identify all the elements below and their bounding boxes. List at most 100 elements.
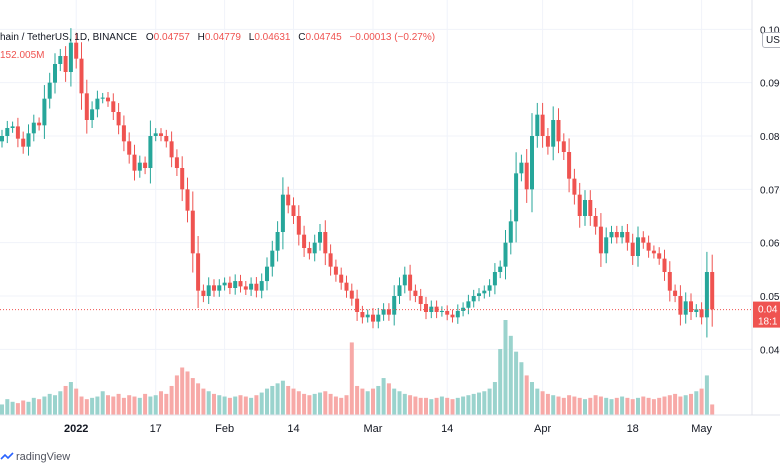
candle-body (482, 290, 487, 294)
candle-body (349, 290, 354, 299)
volume-bar (445, 397, 450, 415)
volume-bar (641, 396, 646, 415)
volume-bar (121, 397, 126, 415)
volume-bar (15, 403, 20, 415)
currency-button[interactable]: USD (762, 32, 780, 48)
candle-body (164, 136, 169, 142)
volume-bar (689, 393, 693, 415)
time-axis[interactable]: 2022 17 Feb 14 Mar 14 Apr 18 May (64, 423, 713, 435)
candle-body (630, 242, 635, 256)
volume-bar (307, 395, 312, 415)
candle-body (535, 114, 540, 136)
candle-body (190, 210, 195, 254)
volume-bar (21, 400, 26, 415)
candle-body (132, 154, 137, 171)
candle-body (503, 242, 508, 267)
candle-body (371, 314, 375, 322)
volume-bar (694, 391, 699, 415)
candle-body (47, 82, 52, 99)
volume-bar (5, 399, 10, 415)
time-tick-label: 14 (441, 423, 453, 435)
volume-bar (540, 391, 545, 415)
volume-bar (227, 397, 232, 415)
candle-body (116, 112, 121, 126)
candle-body (402, 274, 407, 286)
volume-bar (280, 380, 285, 415)
volume-bar (339, 397, 344, 415)
volume-bar (164, 393, 169, 415)
volume-bar (265, 388, 269, 415)
candle-body (196, 253, 201, 291)
price-tick-label: 0.1000 (760, 25, 780, 36)
time-tick-label: 18 (627, 423, 639, 435)
candle-body (238, 281, 243, 287)
volume-bar (169, 385, 174, 415)
time-tick-label: Mar (364, 423, 383, 435)
volume-bar (328, 393, 333, 415)
volume-bar (614, 397, 619, 415)
volume-bar (699, 388, 704, 415)
volume-bar (402, 393, 407, 415)
volume-bar (318, 392, 322, 415)
candle-body (477, 293, 481, 296)
price-axis[interactable]: 0.11000.10000.09000.08000.07000.06000.05… (760, 0, 780, 356)
volume-bar (190, 378, 195, 415)
price-tick-label: 0.0900 (760, 79, 780, 90)
volume-bar (598, 396, 603, 415)
volume-bar (212, 393, 216, 415)
candle-body (227, 282, 232, 288)
volume-bar (583, 399, 587, 415)
volume-bar (535, 388, 540, 415)
volume-bar (657, 397, 662, 415)
volume-bar (296, 391, 301, 415)
candle-body (636, 237, 640, 256)
candle-body (392, 296, 397, 315)
volume-bar (153, 395, 158, 415)
candle-body (514, 173, 519, 222)
price-tick-label: 0.0600 (760, 239, 780, 250)
volume-bar (567, 395, 572, 415)
volume-bar (90, 397, 95, 415)
close-label: C (298, 32, 305, 43)
footer-branding[interactable]: radingView (0, 448, 70, 466)
candle-body (450, 314, 455, 318)
volume-bar (710, 404, 715, 415)
volume-bar (185, 371, 190, 415)
price-tick-label: 0.0800 (760, 132, 780, 143)
candle-body (657, 253, 662, 259)
volume-bar (206, 391, 211, 415)
price-tick-label: 0.0500 (760, 292, 780, 303)
candle-body (217, 285, 222, 291)
volume-bar (561, 397, 566, 415)
volume-bar (53, 395, 57, 415)
candle-body (63, 56, 68, 72)
candle-body (360, 312, 365, 318)
volume-bar (662, 396, 667, 415)
volume-bar (530, 382, 534, 415)
candle-body (270, 250, 275, 267)
volume-bar (79, 396, 84, 415)
volume-bar (360, 388, 365, 415)
volume-bar (31, 397, 36, 415)
volume-bar (376, 385, 381, 415)
volume-bar (461, 396, 466, 415)
candle-body (84, 93, 89, 120)
candle-body (153, 133, 158, 136)
candle-body (466, 301, 471, 308)
volume-bar (201, 388, 206, 415)
volume-bar (243, 396, 248, 415)
time-tick-label: May (691, 423, 712, 435)
volume-bar (519, 362, 524, 415)
candle-body (593, 216, 598, 227)
volume-bar (381, 378, 386, 415)
candle-body (206, 285, 211, 296)
candle-body (588, 200, 593, 216)
candle-body (418, 296, 423, 304)
volume-bar (397, 391, 402, 415)
volume-bar (477, 392, 481, 415)
volume-bar (365, 391, 370, 415)
candle-body (333, 266, 338, 275)
volume-bar (471, 393, 476, 415)
candle-body (222, 282, 227, 286)
